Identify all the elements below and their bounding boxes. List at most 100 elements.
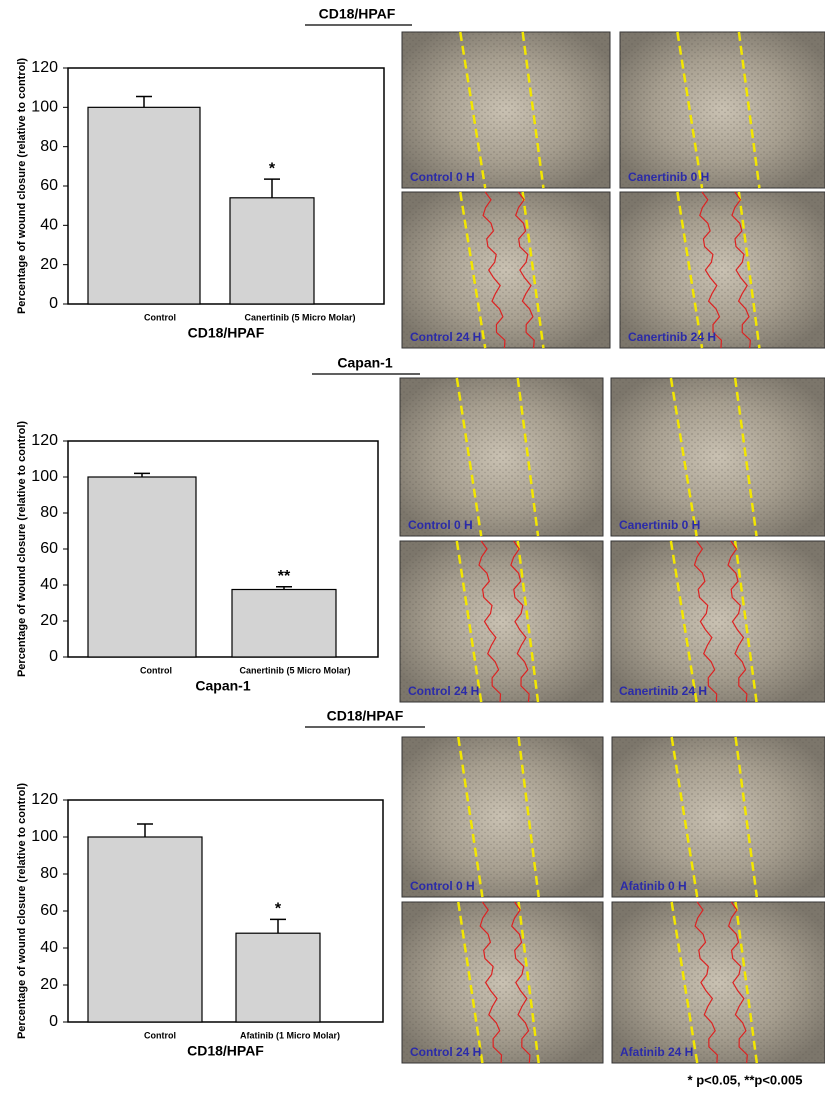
wound-edge-line	[521, 191, 545, 349]
y-tick-label: 40	[40, 939, 58, 956]
wound-edge-line	[669, 377, 698, 537]
migration-front	[515, 191, 535, 349]
y-tick-label: 40	[40, 576, 58, 593]
x-axis-label: CD18/HPAF	[188, 325, 265, 341]
y-tick-label: 0	[49, 295, 58, 312]
migration-front	[510, 540, 530, 703]
wound-edge-line	[676, 191, 704, 349]
y-tick-label: 120	[31, 432, 58, 449]
cell-texture	[402, 737, 603, 897]
y-tick-label: 20	[40, 612, 58, 629]
migration-front	[727, 540, 748, 703]
migration-front	[479, 901, 503, 1064]
cell-texture	[400, 541, 603, 702]
image-label: Control 24 H	[408, 684, 479, 698]
migration-front	[727, 901, 748, 1064]
cell-texture	[611, 541, 825, 702]
panel-heading: CD18/HPAF	[319, 6, 396, 22]
wound-edge-line	[733, 377, 758, 537]
migration-front	[478, 540, 502, 703]
x-tick-label: Control	[144, 312, 176, 322]
image-label: Control 0 H	[410, 170, 475, 184]
x-tick-label: Afatinib (1 Micro Molar)	[240, 1030, 340, 1040]
y-tick-label: 20	[40, 256, 58, 273]
cell-texture	[402, 32, 610, 188]
migration-front	[511, 901, 531, 1064]
image-label: Control 24 H	[410, 1045, 481, 1059]
cell-texture	[611, 378, 825, 536]
cell-texture	[402, 902, 603, 1063]
x-tick-label: Control	[140, 665, 172, 675]
cell-texture	[612, 902, 825, 1063]
error-bar	[137, 823, 153, 837]
image-label: Canertinib 0 H	[628, 170, 709, 184]
error-bar	[264, 178, 280, 198]
x-tick-label: Control	[144, 1030, 176, 1040]
x-axis-label: CD18/HPAF	[187, 1043, 264, 1059]
x-tick-label: Canertinib (5 Micro Molar)	[244, 312, 355, 322]
image-label: Canertinib 24 H	[619, 684, 707, 698]
image-label: Control 24 H	[410, 330, 481, 344]
image-label: Afatinib 0 H	[620, 879, 687, 893]
migration-front	[693, 540, 718, 703]
y-tick-label: 100	[31, 468, 58, 485]
cell-texture	[400, 378, 603, 536]
wound-edge-line	[737, 191, 761, 349]
bar	[231, 588, 337, 658]
wound-edge-line	[459, 191, 487, 349]
bar	[87, 836, 203, 1023]
error-bar	[134, 472, 150, 477]
y-tick-label: 80	[40, 138, 58, 155]
y-tick-label: 40	[40, 217, 58, 234]
image-label: Control 0 H	[408, 518, 473, 532]
image-label: Canertinib 0 H	[619, 518, 700, 532]
bar	[229, 197, 315, 305]
wound-edge-line	[457, 736, 484, 898]
x-axis-label: Capan-1	[195, 678, 250, 694]
y-axis-label: Percentage of wound closure (relative to…	[16, 421, 28, 677]
bar	[87, 106, 201, 305]
wound-edge-line	[517, 736, 540, 898]
y-tick-label: 100	[31, 828, 58, 845]
y-tick-label: 60	[40, 177, 58, 194]
y-tick-label: 0	[49, 648, 58, 665]
migration-front	[731, 191, 752, 349]
y-tick-label: 80	[40, 865, 58, 882]
y-tick-label: 20	[40, 976, 58, 993]
wound-edge-line	[737, 31, 761, 189]
y-tick-label: 100	[31, 99, 58, 116]
y-tick-label: 0	[49, 1013, 58, 1030]
y-tick-label: 120	[31, 791, 58, 808]
cell-texture	[620, 32, 825, 188]
error-bar	[270, 918, 286, 934]
cell-texture	[402, 192, 610, 348]
wound-edge-line	[521, 31, 545, 189]
y-tick-label: 120	[31, 59, 58, 76]
footnote: * p<0.05, **p<0.005	[688, 1072, 803, 1087]
wound-edge-line	[459, 31, 487, 189]
wound-edge-line	[676, 31, 704, 189]
y-tick-label: 60	[40, 902, 58, 919]
y-tick-label: 80	[40, 504, 58, 521]
cell-texture	[620, 192, 825, 348]
migration-front	[699, 191, 723, 349]
bar	[87, 476, 197, 658]
cell-texture	[612, 737, 825, 897]
panel-heading: CD18/HPAF	[327, 708, 404, 724]
y-tick-label: 60	[40, 540, 58, 557]
wound-edge-line	[734, 736, 759, 898]
panel-heading: Capan-1	[337, 355, 392, 371]
migration-front	[694, 901, 718, 1064]
image-label: Control 0 H	[410, 879, 475, 893]
significance-mark: *	[275, 901, 282, 918]
wound-edge-line	[455, 377, 483, 537]
migration-front	[482, 191, 506, 349]
y-axis-label: Percentage of wound closure (relative to…	[16, 783, 28, 1039]
error-bar	[136, 95, 152, 108]
image-label: Afatinib 24 H	[620, 1045, 693, 1059]
wound-edge-line	[516, 377, 540, 537]
bar	[235, 932, 321, 1023]
error-bar	[276, 586, 292, 590]
significance-mark: *	[269, 160, 276, 177]
